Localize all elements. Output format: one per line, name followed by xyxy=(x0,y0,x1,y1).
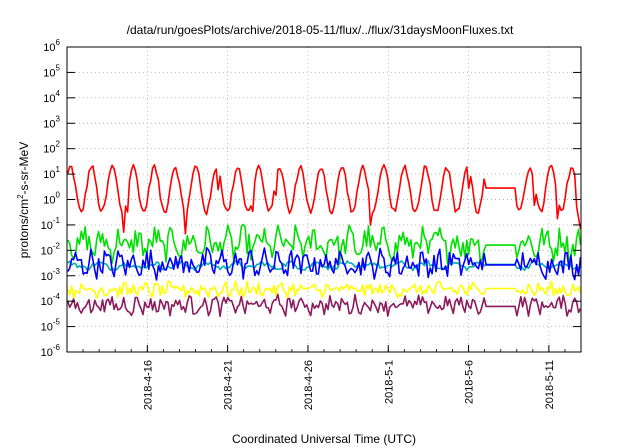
y-tick-label: 10-2 xyxy=(41,241,61,257)
x-tick-label: 2018-4-16 xyxy=(142,360,154,410)
grid-lines xyxy=(67,47,581,352)
x-tick-label: 2018-5-1 xyxy=(383,360,395,404)
chart-title: /data/run/goesPlots/archive/2018-05-11/f… xyxy=(127,23,514,37)
y-tick-label: 10-3 xyxy=(41,267,61,283)
y-tick-label: 100 xyxy=(43,191,60,207)
y-tick-label: 103 xyxy=(43,114,60,130)
y-axis-ticks: 10-6 10-5 10-4 10-3 10-2 10-1 100 101 102 103 104 1… xyxy=(41,38,581,359)
y-tick-label: 102 xyxy=(43,140,60,156)
series-line xyxy=(67,280,582,300)
y-axis-label: protons/cm2-s-sr-MeV xyxy=(16,142,31,258)
x-axis-label: Coordinated Universal Time (UTC) xyxy=(232,432,416,446)
x-axis-ticks: 2018-4-16 2018-4-21 2018-4-26 2018-5-1 2018-… xyxy=(66,345,582,410)
y-tick-label: 10-1 xyxy=(41,216,61,232)
x-tick-label: 2018-4-21 xyxy=(223,360,235,410)
y-tick-label: 106 xyxy=(43,38,60,54)
series-line xyxy=(67,223,582,265)
series-line xyxy=(67,247,582,281)
y-tick-label: 101 xyxy=(43,165,60,181)
y-tick-label: 104 xyxy=(43,89,60,105)
y-tick-label: 10-4 xyxy=(41,292,61,308)
y-tick-label: 10-6 xyxy=(41,343,61,359)
x-tick-label: 2018-4-26 xyxy=(303,360,315,410)
series-group xyxy=(67,163,582,318)
y-tick-label: 105 xyxy=(43,63,60,79)
x-tick-label: 2018-5-6 xyxy=(464,360,476,404)
y-tick-label: 10-5 xyxy=(41,318,61,334)
series-line xyxy=(67,293,582,318)
series-line xyxy=(67,163,582,235)
x-tick-label: 2018-5-11 xyxy=(544,360,556,409)
